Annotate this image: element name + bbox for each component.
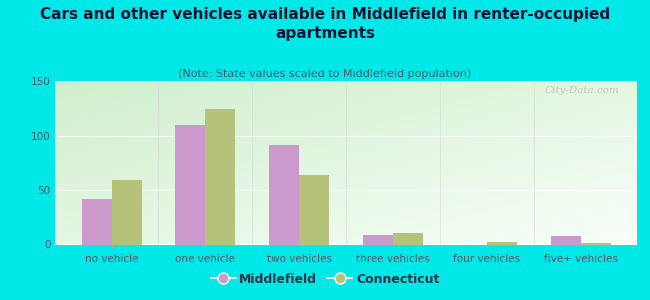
Bar [393,232,423,244]
Bar [487,242,517,244]
Bar [269,145,299,244]
Bar [205,109,235,244]
Bar [363,235,393,244]
Bar [176,124,205,244]
Bar [112,180,142,244]
Text: (Note: State values scaled to Middlefield population): (Note: State values scaled to Middlefiel… [178,69,472,79]
Bar [551,236,580,244]
Bar [580,243,611,244]
Legend: Middlefield, Connecticut: Middlefield, Connecticut [205,268,445,291]
Text: Cars and other vehicles available in Middlefield in renter-occupied
apartments: Cars and other vehicles available in Mid… [40,8,610,41]
Text: City-Data.com: City-Data.com [545,86,619,95]
Bar [81,199,112,244]
Bar [299,175,330,244]
